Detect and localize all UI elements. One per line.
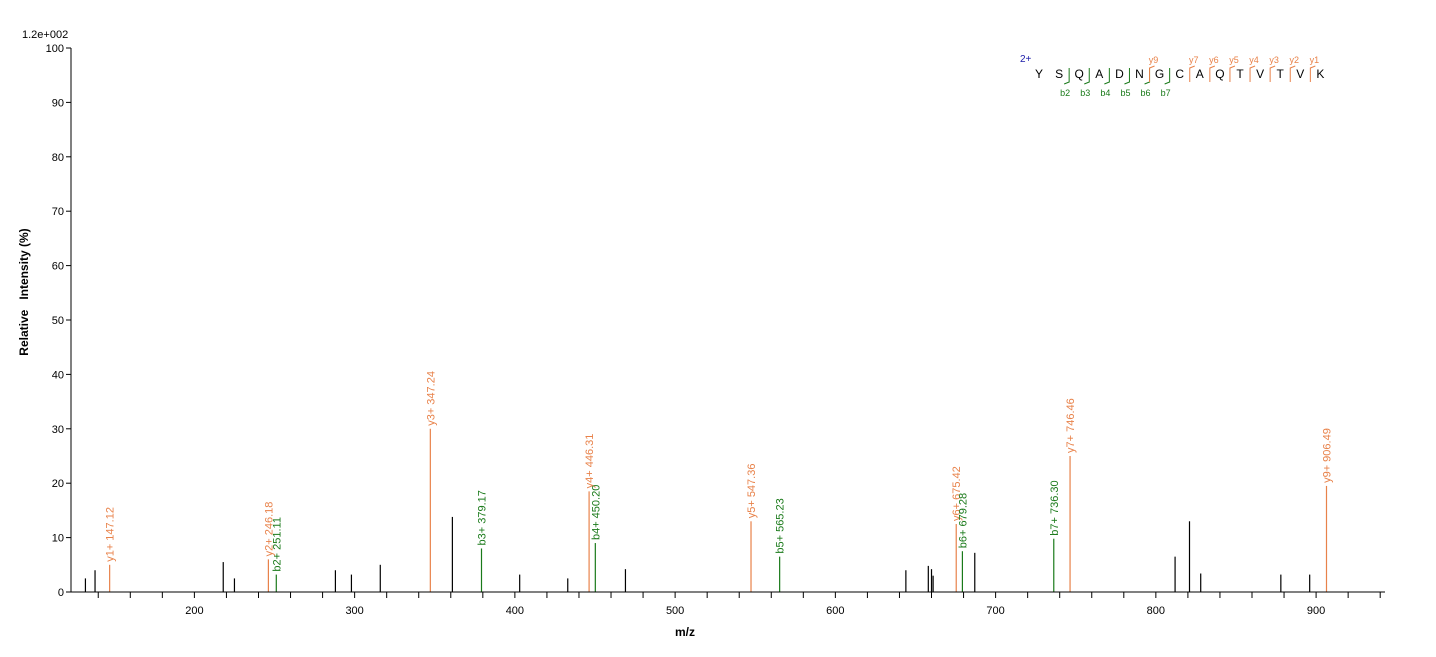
b-ion-label: b2+ 251.11 xyxy=(271,517,283,572)
b-ion-label: b5+ 565.23 xyxy=(775,498,787,553)
x-tick-label: 500 xyxy=(666,605,684,617)
residue: D xyxy=(1115,67,1124,81)
y-ion-label: y2+ 246.18 xyxy=(263,502,275,557)
x-tick-label: 300 xyxy=(345,605,363,617)
y-ion-marker xyxy=(1309,65,1316,82)
b-ion-marker xyxy=(1084,68,1090,85)
b-ion-marker xyxy=(1063,68,1070,85)
y-ion-label: y1+ 147.12 xyxy=(105,507,117,562)
y-ion-marker xyxy=(1149,65,1155,82)
y-ion-index: y5 xyxy=(1229,55,1239,65)
y-ion-marker xyxy=(1189,65,1195,82)
b-ion-label: b6+ 679.28 xyxy=(957,493,969,548)
x-tick-label: 900 xyxy=(1307,605,1325,617)
y-tick-label: 60 xyxy=(52,261,64,273)
residue: T xyxy=(1236,67,1244,81)
y-ion-index: y7 xyxy=(1189,55,1199,65)
y-ion-label: y4+ 446.31 xyxy=(584,434,596,489)
y-ion-label: y7+ 746.46 xyxy=(1065,398,1077,453)
y-tick-label: 50 xyxy=(52,315,64,327)
b-ion-label: b4+ 450.20 xyxy=(590,485,602,540)
b-ion-index: b7 xyxy=(1161,88,1171,98)
b-ion-index: b2 xyxy=(1060,88,1070,98)
residue: Q xyxy=(1075,67,1084,81)
y-ion-marker xyxy=(1289,65,1296,82)
residue: A xyxy=(1196,67,1204,81)
residue: C xyxy=(1175,67,1184,81)
y-ion-marker xyxy=(1229,65,1236,82)
y-tick-label: 80 xyxy=(52,152,64,164)
residue: K xyxy=(1316,67,1324,81)
b-ion-label: b3+ 379.17 xyxy=(476,490,488,545)
b-ion-marker xyxy=(1104,68,1110,85)
y-ion-marker xyxy=(1269,65,1276,82)
y-ion-index: y9 xyxy=(1149,55,1159,65)
y-tick-label: 40 xyxy=(52,369,64,381)
residue: V xyxy=(1296,67,1304,81)
y-tick-label: 20 xyxy=(52,478,64,490)
y-ion-label: y9+ 906.49 xyxy=(1321,428,1333,483)
y-ion-index: y3 xyxy=(1269,55,1279,65)
y-ion-index: y1 xyxy=(1310,55,1320,65)
residue: N xyxy=(1135,67,1144,81)
scale-label: 1.2e+002 xyxy=(22,29,68,41)
y-tick-label: 0 xyxy=(58,587,64,599)
x-tick-label: 400 xyxy=(506,605,524,617)
b-ion-marker xyxy=(1164,68,1171,85)
b-ion-index: b3 xyxy=(1080,88,1090,98)
y-ion-label: y3+ 347.24 xyxy=(425,371,437,426)
residue: Y xyxy=(1035,67,1043,81)
residue: T xyxy=(1277,67,1285,81)
y-ion-index: y6 xyxy=(1209,55,1219,65)
b-ion-marker xyxy=(1124,68,1130,85)
y-ion-marker xyxy=(1249,65,1256,82)
x-tick-label: 600 xyxy=(826,605,844,617)
residue: V xyxy=(1256,67,1264,81)
b-ion-index: b4 xyxy=(1100,88,1110,98)
x-tick-label: 800 xyxy=(1147,605,1165,617)
y-tick-label: 70 xyxy=(52,206,64,218)
y-ion-label: y6+ 675.42 xyxy=(951,466,963,521)
x-tick-label: 700 xyxy=(986,605,1004,617)
y-axis-title: Relative Intensity (%) xyxy=(17,228,31,355)
y-ion-marker xyxy=(1209,65,1216,82)
y-axis-ticks: 0 10 20 30 40 50 60 70 80 90 100 xyxy=(46,43,71,599)
peaks xyxy=(84,428,1328,592)
b-ion-index: b6 xyxy=(1141,88,1151,98)
b-ion-marker xyxy=(1144,68,1151,85)
y-tick-label: 30 xyxy=(52,424,64,436)
residue: Q xyxy=(1215,67,1224,81)
y-ion-index: y4 xyxy=(1249,55,1259,65)
x-axis-title: m/z xyxy=(675,625,695,639)
b-ion-label: b7+ 736.30 xyxy=(1049,480,1061,535)
residue: A xyxy=(1095,67,1103,81)
b-ion-index: b5 xyxy=(1120,88,1130,98)
x-axis-ticks: 200 300 400 500 600 700 800 900 xyxy=(97,592,1381,617)
y-tick-label: 10 xyxy=(52,533,64,545)
y-ion-label: y5+ 547.36 xyxy=(746,464,758,519)
y-tick-label: 90 xyxy=(52,97,64,109)
charge-label: 2+ xyxy=(1020,54,1032,65)
x-tick-label: 200 xyxy=(185,605,203,617)
residue: S xyxy=(1055,67,1063,81)
y-ion-index: y2 xyxy=(1289,55,1299,65)
y-tick-label: 100 xyxy=(46,43,64,55)
axes xyxy=(70,48,1385,593)
residue: G xyxy=(1155,67,1164,81)
